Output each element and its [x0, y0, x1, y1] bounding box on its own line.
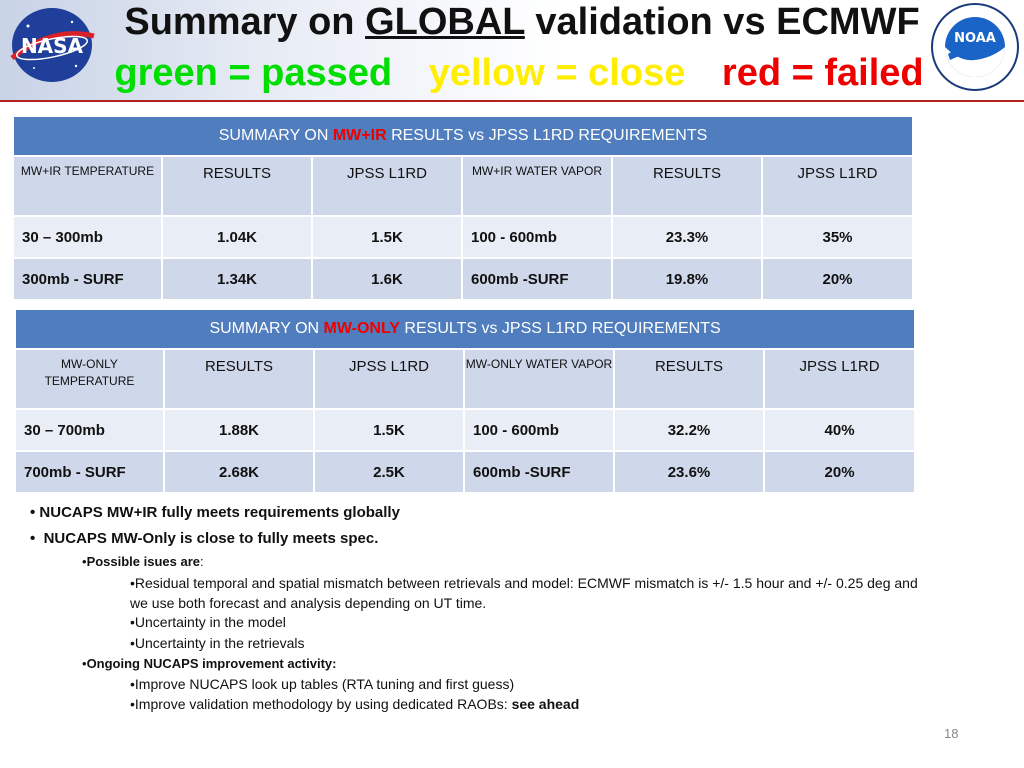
- nasa-logo: NASA: [10, 8, 95, 82]
- layer-cell: 600mb -SURF: [463, 450, 615, 494]
- activity-item: •Improve validation methodology by using…: [130, 696, 580, 712]
- result-cell: 23.6%: [613, 450, 765, 494]
- mw-ir-summary-table: SUMMARY ON MW+IR RESULTS vs JPSS L1RD RE…: [11, 115, 915, 301]
- requirement-cell: 1.5K: [311, 215, 463, 259]
- layer-cell: 30 – 300mb: [12, 215, 163, 259]
- column-header: MW+IR TEMPERATURE: [12, 155, 163, 217]
- title-underlined-word: GLOBAL: [365, 1, 525, 43]
- issue-item: •Uncertainty in the model: [130, 614, 286, 630]
- column-header: RESULTS: [163, 348, 315, 410]
- result-cell: 19.8%: [611, 257, 763, 301]
- slide-title: Summary on GLOBAL validation vs ECMWF: [124, 1, 920, 43]
- column-header: MW-ONLY TEMPERATURE: [14, 348, 165, 410]
- table-caption: SUMMARY ON MW-ONLY RESULTS vs JPSS L1RD …: [13, 308, 917, 350]
- mw-only-summary-table: SUMMARY ON MW-ONLY RESULTS vs JPSS L1RD …: [13, 308, 917, 494]
- table-row: 300mb - SURF 1.34K 1.6K 600mb -SURF 19.8…: [12, 257, 915, 301]
- result-cell: 23.3%: [611, 215, 763, 259]
- activity-heading: •Ongoing NUCAPS improvement activity:: [82, 656, 337, 671]
- result-cell: 1.88K: [163, 408, 315, 452]
- issue-item: •Uncertainty in the retrievals: [130, 635, 305, 651]
- requirement-cell: 35%: [760, 215, 915, 259]
- svg-text:NOAA: NOAA: [954, 31, 996, 46]
- requirement-cell: 1.5K: [313, 408, 465, 452]
- column-header: RESULTS: [161, 155, 313, 217]
- layer-cell: 100 - 600mb: [461, 215, 613, 259]
- layer-cell: 100 - 600mb: [463, 408, 615, 452]
- requirement-cell: 2.5K: [313, 450, 465, 494]
- result-cell: 1.04K: [161, 215, 313, 259]
- result-cell: 1.34K: [161, 257, 313, 301]
- column-header: MW+IR WATER VAPOR: [461, 155, 613, 217]
- table-row: 30 – 300mb 1.04K 1.5K 100 - 600mb 23.3% …: [12, 215, 915, 259]
- layer-cell: 300mb - SURF: [12, 257, 163, 301]
- issues-heading: •Possible isues are:: [82, 554, 204, 569]
- layer-cell: 600mb -SURF: [461, 257, 613, 301]
- column-header: JPSS L1RD: [313, 348, 465, 410]
- layer-cell: 30 – 700mb: [14, 408, 165, 452]
- column-header: MW-ONLY WATER VAPOR: [463, 348, 615, 410]
- header-divider: [0, 100, 1024, 102]
- slide-header: [0, 0, 1024, 102]
- svg-text:NASA: NASA: [21, 34, 84, 58]
- result-cell: 32.2%: [613, 408, 765, 452]
- column-header: JPSS L1RD: [760, 155, 915, 217]
- see-ahead-text: see ahead: [511, 696, 580, 712]
- legend-passed: green = passed: [114, 52, 393, 94]
- issue-item: •Residual temporal and spatial mismatch …: [130, 575, 918, 611]
- legend-failed: red = failed: [721, 52, 924, 94]
- requirement-cell: 20%: [762, 450, 917, 494]
- table-row: 30 – 700mb 1.88K 1.5K 100 - 600mb 32.2% …: [14, 408, 917, 452]
- requirement-cell: 1.6K: [311, 257, 463, 301]
- noaa-logo: NOAA: [931, 3, 1019, 91]
- column-header: RESULTS: [613, 348, 765, 410]
- table-caption: SUMMARY ON MW+IR RESULTS vs JPSS L1RD RE…: [11, 115, 915, 157]
- requirement-cell: 40%: [762, 408, 917, 452]
- column-header: JPSS L1RD: [311, 155, 463, 217]
- layer-cell: 700mb - SURF: [14, 450, 165, 494]
- activity-item: •Improve NUCAPS look up tables (RTA tuni…: [130, 676, 515, 692]
- bullet-mw-ir: • NUCAPS MW+IR fully meets requirements …: [30, 504, 400, 521]
- column-header: JPSS L1RD: [762, 348, 917, 410]
- result-cell: 2.68K: [163, 450, 315, 494]
- column-header: RESULTS: [611, 155, 763, 217]
- requirement-cell: 20%: [760, 257, 915, 301]
- bullet-mw-only: • NUCAPS MW-Only is close to fully meets…: [30, 530, 379, 547]
- color-legend: green = passed yellow = close red = fail…: [104, 50, 934, 96]
- table-row: 700mb - SURF 2.68K 2.5K 600mb -SURF 23.6…: [14, 450, 917, 494]
- page-number: 18: [944, 726, 959, 741]
- legend-close: yellow = close: [428, 52, 686, 94]
